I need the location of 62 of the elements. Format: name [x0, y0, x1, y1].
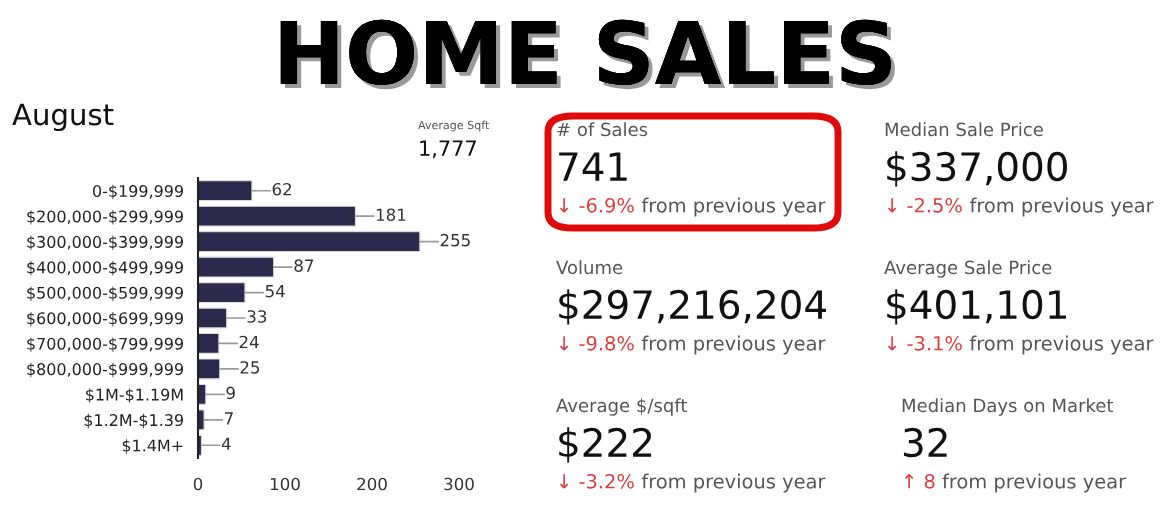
- data-label: 7: [225, 412, 233, 425]
- text: ↓ -3.2%: [559, 473, 634, 489]
- text: ↑ 8: [904, 473, 935, 489]
- x-tick-label: 200: [357, 477, 387, 491]
- bar: [198, 180, 253, 202]
- bar: [198, 231, 421, 253]
- text: from previous year: [641, 473, 826, 493]
- text: 1,777: [420, 140, 476, 159]
- chart-title: HOME SALES: [280, 19, 895, 90]
- text: 32: [903, 427, 947, 458]
- data-label: 62: [272, 182, 292, 196]
- y-tick-label: $300,000-$399,999: [27, 235, 183, 251]
- y-tick-label: $400,000-$499,999: [27, 261, 183, 276]
- y-tick-label: $700,000-$799,999: [27, 337, 183, 352]
- data-label: 33: [247, 310, 267, 323]
- text: 741: [559, 152, 627, 181]
- x-tick-label: 0: [193, 477, 203, 491]
- y-tick-label: $1.2M-$1.39: [84, 413, 183, 429]
- text: from previous year: [969, 197, 1154, 217]
- text: $337,000: [887, 151, 1067, 187]
- text: from previous year: [641, 197, 826, 217]
- data-label: 24: [239, 335, 259, 349]
- y-tick-label: $1M-$1.19M: [86, 388, 183, 403]
- text: from previous year: [969, 335, 1154, 355]
- text: $401,101: [887, 289, 1066, 325]
- bar: [198, 307, 228, 329]
- y-tick-label: $1.4M+: [122, 439, 183, 454]
- text: from previous year: [942, 473, 1127, 493]
- x-tick-label: 100: [270, 477, 300, 491]
- y-tick-label: 0-$199,999: [93, 184, 183, 200]
- text: Average $/sqft: [556, 398, 688, 416]
- bar: [198, 205, 357, 227]
- bar: [198, 282, 246, 304]
- text: ↓ -2.5%: [887, 197, 962, 213]
- data-label: 54: [265, 284, 285, 298]
- text: Average Sqft: [418, 120, 490, 132]
- y-tick-label: $500,000-$599,999: [27, 286, 183, 301]
- y-tick-label: $800,000-$999,999: [27, 362, 183, 378]
- text: from previous year: [641, 335, 826, 355]
- data-label: 87: [294, 259, 314, 272]
- bar: [198, 332, 220, 354]
- text: Volume: [556, 260, 623, 275]
- bar: [198, 256, 275, 278]
- data-label: 4: [221, 437, 231, 450]
- bar: [198, 358, 221, 380]
- text: $297,216,204: [559, 289, 826, 325]
- text: Average Sale Price: [884, 260, 1052, 278]
- text: ↓ -6.9%: [559, 197, 634, 213]
- text: $222: [559, 427, 652, 463]
- text: # of Sales: [557, 122, 648, 137]
- y-tick-label: $200,000-$299,999: [27, 210, 183, 225]
- text: ↓ -3.1%: [887, 335, 962, 351]
- text: Median Days on Market: [902, 398, 1114, 416]
- chart-subtitle: August: [12, 103, 114, 132]
- text: ↓ -9.8%: [559, 335, 634, 351]
- data-label: 255: [440, 233, 470, 247]
- y-tick-label: $600,000-$699,999: [27, 311, 183, 327]
- x-tick-label: 300: [444, 477, 474, 491]
- data-label: 9: [226, 386, 235, 400]
- data-label: 181: [376, 208, 406, 222]
- text: Median Sale Price: [885, 122, 1043, 137]
- data-label: 25: [240, 361, 260, 374]
